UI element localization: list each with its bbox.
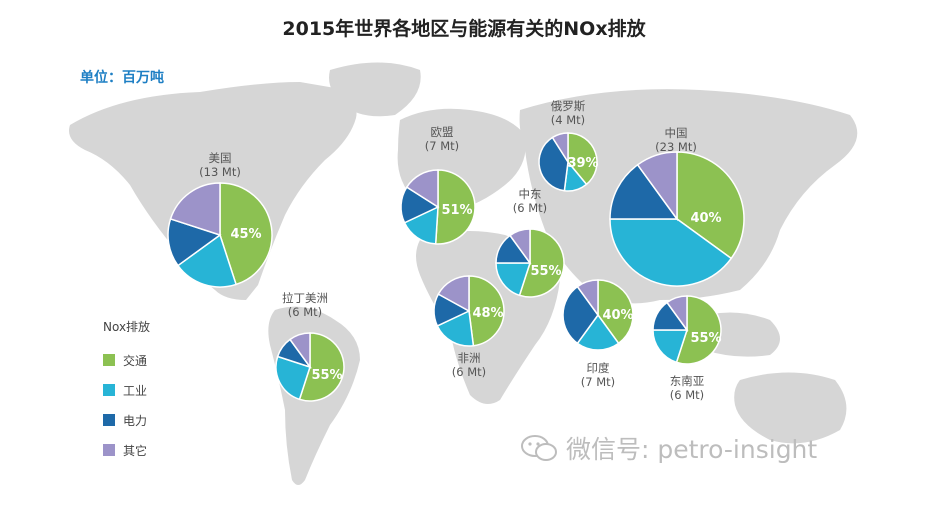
pie-7: 55% 东南亚(6 Mt) [652,295,722,402]
pie-slice [434,169,476,245]
pie-percent-label: 51% [441,203,472,218]
region-name-label: 欧盟 [431,125,454,139]
pie-slice [468,275,505,347]
region-name-label: 非洲 [458,351,481,365]
pie-2: 39% 俄罗斯(4 Mt) [538,99,599,192]
pie-slice [176,233,238,288]
pie-slice [576,313,620,351]
legend-swatch [103,384,115,396]
pie-slice [436,309,475,347]
pie-slice [597,279,634,345]
pie-percent-label: 55% [530,264,561,279]
pie-slice [405,169,439,209]
region-name-label: 中国 [665,126,688,140]
pie-percent-label: 55% [690,331,721,346]
pie-percent-label: 40% [690,211,721,226]
chart-title: 2015年世界各地区与能源有关的NOx排放 [282,18,646,40]
region-total-label: (7 Mt) [581,375,615,389]
legend-item-power: 电力 [103,405,150,435]
region-total-label: (4 Mt) [551,113,585,127]
legend-item-industry: 工业 [103,375,150,405]
pie-slice [609,218,733,287]
pie-slice [288,332,311,370]
pie-slice [169,182,221,237]
pie-1: 51% 欧盟(7 Mt) [400,125,476,245]
pie-slice [676,151,745,260]
watermark-text: 微信号: petro-insight [566,435,818,464]
pie-slice [551,132,569,165]
pie-4: 55% 中东(6 Mt) [495,187,565,298]
pie-slice [275,355,311,401]
region-total-label: (6 Mt) [670,388,704,402]
pie-3: 40% 中国(23 Mt) [609,126,745,287]
pie-slice [167,217,222,267]
pie-slice [219,182,273,286]
legend-swatch [103,444,115,456]
region-total-label: (6 Mt) [452,365,486,379]
pie-slice [652,329,689,364]
legend-label: 其它 [123,443,148,458]
pie-8: 55% 拉丁美洲(6 Mt) [275,291,345,402]
pie-percent-label: 40% [602,308,633,323]
pie-slice [636,151,678,222]
pie-percent-label: 55% [311,368,342,383]
region-name-label: 美国 [209,151,232,165]
legend-swatch [103,414,115,426]
legend-swatch [103,354,115,366]
pie-slice [508,228,531,266]
pie-percent-label: 39% [567,156,598,171]
legend-label: 交通 [123,353,148,368]
region-name-label: 俄罗斯 [551,99,586,113]
pie-slice [437,275,470,313]
pie-slice [609,163,679,220]
region-total-label: (13 Mt) [199,165,241,179]
region-total-label: (6 Mt) [513,201,547,215]
legend: Nox排放 交通 工业 电力 其它 [103,318,150,465]
region-total-label: (23 Mt) [655,140,697,154]
wechat-icon [521,435,557,461]
pie-slice [562,285,599,345]
legend-item-other: 其它 [103,435,150,465]
pie-percent-label: 48% [472,306,503,321]
pie-5: 48% 非洲(6 Mt) [433,275,505,379]
legend-label: 电力 [123,413,148,428]
region-total-label: (7 Mt) [425,139,459,153]
legend-title: Nox排放 [103,320,151,334]
pie-6: 40% 印度(7 Mt) [562,279,634,389]
legend-item-transport: 交通 [103,345,150,375]
region-name-label: 东南亚 [670,374,705,388]
unit-label: 单位：百万吨 [80,70,164,86]
region-name-label: 中东 [519,187,542,201]
region-name-label: 印度 [587,361,610,375]
watermark: 微信号: petro-insight [520,430,817,466]
pie-percent-label: 45% [230,227,261,242]
pie-slice [576,279,599,318]
pie-0: 45% 美国(13 Mt) [167,151,273,288]
legend-label: 工业 [123,383,148,398]
region-total-label: (6 Mt) [288,305,322,319]
pie-slice [665,295,688,333]
region-name-label: 拉丁美洲 [282,291,328,305]
region-pies: 45%美国(13 Mt)51%欧盟(7 Mt)39%俄罗斯(4 Mt)40%中国… [167,99,745,402]
pie-slice [567,132,598,186]
pie-slice [495,262,532,297]
